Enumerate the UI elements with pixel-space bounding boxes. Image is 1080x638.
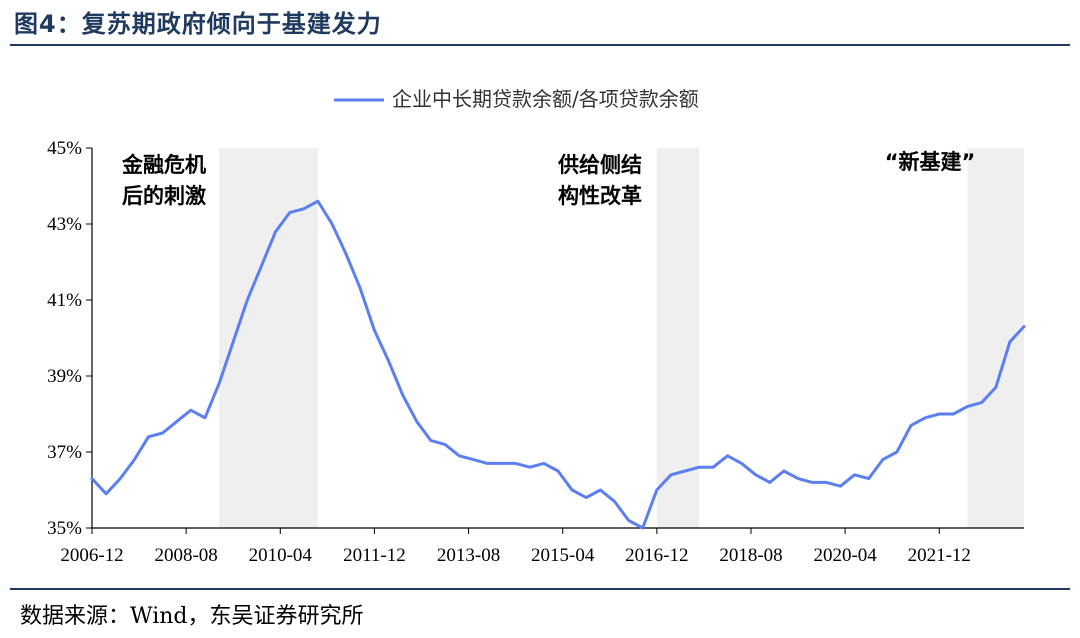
series-layer bbox=[90, 199, 1026, 530]
y-tick-label: 39% bbox=[47, 366, 82, 387]
series-line-0 bbox=[90, 199, 1026, 530]
x-tick-label: 2015-04 bbox=[531, 545, 595, 566]
period-annotation-1-line-0: 供给侧结 bbox=[557, 153, 642, 177]
y-tick-label: 43% bbox=[47, 214, 82, 235]
x-tick-label: 2020-04 bbox=[813, 545, 877, 566]
period-annotation-0-line-1: 后的刺激 bbox=[122, 184, 206, 208]
period-annotation-2-line-0: “新基建” bbox=[885, 150, 976, 174]
figure-title: 图4：复苏期政府倾向于基建发力 bbox=[14, 10, 382, 38]
shaded-period-1 bbox=[656, 148, 700, 528]
line-chart: 35% 37% 39% 41% 43% 45% 2006-12 2008-08 2010-04 2… bbox=[47, 87, 1026, 566]
top-rule bbox=[10, 44, 1070, 46]
chart-legend: 企业中长期贷款余额/各项贷款余额 bbox=[334, 87, 699, 111]
y-tick-label: 41% bbox=[47, 290, 82, 311]
bottom-rule bbox=[10, 588, 1070, 590]
period-annotation-0-line-0: 金融危机 bbox=[121, 153, 206, 177]
y-tick-label: 45% bbox=[47, 138, 82, 159]
x-tick-label: 2008-08 bbox=[154, 545, 217, 566]
y-tick-label: 37% bbox=[47, 442, 82, 463]
x-tick-label: 2013-08 bbox=[437, 545, 500, 566]
x-tick-label: 2021-12 bbox=[908, 545, 971, 566]
x-tick-label: 2010-04 bbox=[249, 545, 313, 566]
period-annotation-1-line-1: 构性改革 bbox=[558, 184, 642, 208]
source-note: 数据来源：Wind，东吴证券研究所 bbox=[20, 604, 364, 629]
chart-axes: 35% 37% 39% 41% 43% 45% 2006-12 2008-08 2010-04 2… bbox=[47, 138, 1024, 566]
x-tick-label: 2016-12 bbox=[625, 545, 688, 566]
legend-entry-label: 企业中长期贷款余额/各项贷款余额 bbox=[392, 87, 699, 111]
y-tick-label: 35% bbox=[47, 518, 82, 539]
x-tick-label: 2011-12 bbox=[343, 545, 406, 566]
x-tick-label: 2018-08 bbox=[719, 545, 782, 566]
shaded-period-2 bbox=[967, 148, 1024, 528]
x-tick-label: 2006-12 bbox=[60, 545, 123, 566]
